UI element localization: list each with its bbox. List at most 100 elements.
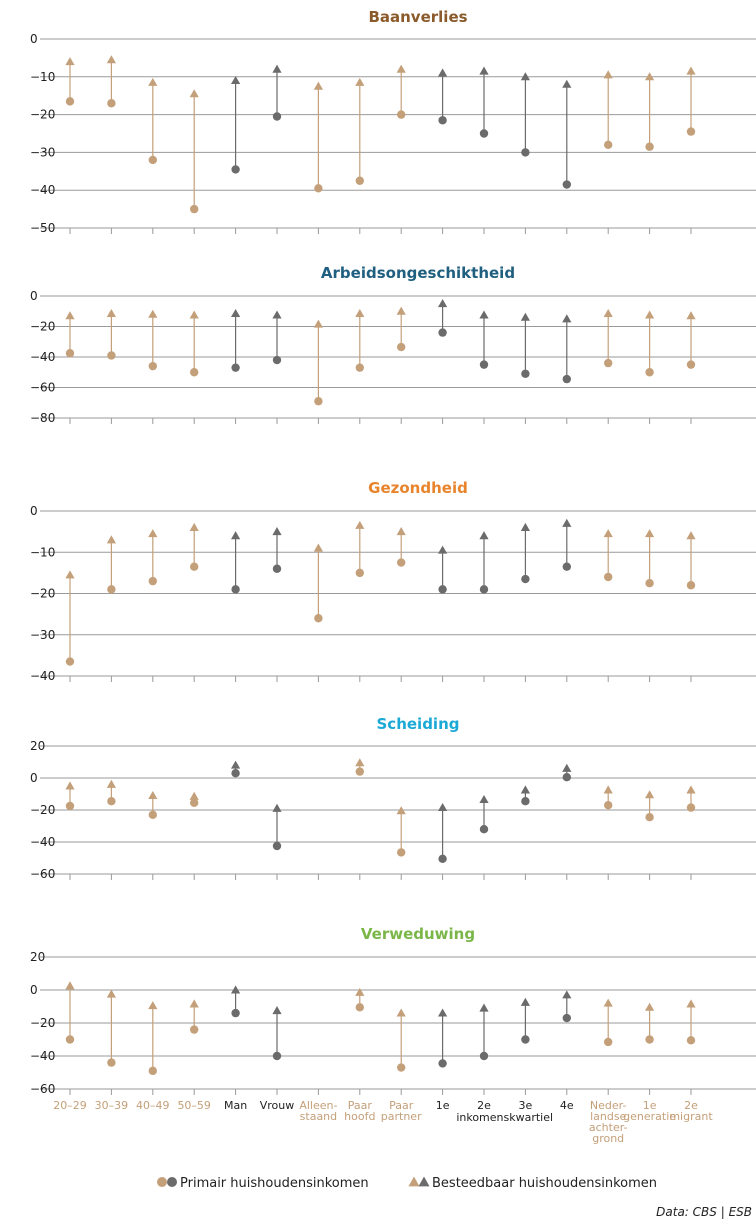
besteedbaar-point (231, 531, 241, 540)
besteedbaar-point (645, 310, 655, 319)
x-category-label: 1e (436, 1099, 450, 1112)
primair-point (107, 797, 116, 806)
primair-point (521, 369, 530, 378)
besteedbaar-point (686, 999, 696, 1008)
primair-point (272, 112, 282, 121)
y-tick-label: −50 (30, 221, 55, 235)
besteedbaar-point (65, 981, 75, 990)
primair-point (190, 1025, 199, 1034)
primair-point (397, 342, 406, 352)
y-tick-label: −20 (30, 587, 55, 601)
y-tick-label: 0 (30, 32, 38, 46)
besteedbaar-point (189, 522, 199, 531)
besteedbaar-point (479, 1003, 489, 1012)
primair-point (604, 140, 613, 150)
besteedbaar-point (355, 77, 365, 86)
besteedbaar-point (355, 758, 365, 767)
primair-point (355, 1003, 364, 1012)
primair-point (438, 116, 447, 125)
primair-point (562, 374, 571, 384)
primair-point (479, 1051, 489, 1061)
primair-point (107, 99, 116, 108)
besteedbaar-point (645, 72, 655, 81)
primair-point (355, 568, 364, 578)
primair-point (314, 614, 323, 623)
legend-label: Primair huishoudensinkomen (180, 1176, 369, 1191)
primair-point (190, 562, 199, 571)
primair-point (479, 360, 489, 369)
besteedbaar-point (65, 311, 75, 320)
y-tick-label: −10 (30, 545, 55, 559)
besteedbaar-point (148, 309, 158, 318)
besteedbaar-point (355, 520, 365, 529)
x-category-label: 40–49 (136, 1099, 170, 1112)
x-category-label: 2e (477, 1099, 491, 1112)
x-category-label: Alleen-staand (299, 1099, 337, 1123)
primair-point (65, 657, 75, 666)
primair-point (645, 578, 654, 588)
besteedbaar-point (603, 785, 613, 794)
y-tick-label: −30 (30, 628, 55, 642)
besteedbaar-point (396, 1008, 406, 1017)
y-tick-label: −60 (30, 1082, 55, 1096)
besteedbaar-point (396, 64, 406, 73)
primair-point (65, 97, 75, 106)
primair-point (397, 558, 406, 567)
primair-point (686, 360, 696, 369)
besteedbaar-point (396, 306, 406, 315)
besteedbaar-point (272, 310, 282, 319)
x-category-label: 1e generatie (623, 1099, 676, 1123)
y-tick-label: −40 (30, 183, 55, 197)
panel-title: Baanverlies (368, 8, 467, 26)
besteedbaar-point (65, 57, 75, 66)
besteedbaar-point (645, 529, 655, 538)
besteedbaar-point (396, 806, 406, 815)
y-tick-label: −20 (30, 108, 55, 122)
primair-point (562, 562, 571, 571)
primair-point (645, 813, 654, 822)
besteedbaar-point (520, 72, 530, 81)
group-label: inkomenskwartiel (456, 1111, 553, 1124)
primair-point (190, 368, 199, 377)
primair-point (521, 797, 530, 806)
y-tick-label: −20 (30, 320, 55, 334)
primair-point (148, 576, 157, 586)
besteedbaar-point (313, 543, 323, 552)
y-tick-label: 0 (30, 983, 38, 997)
y-tick-label: −40 (30, 350, 55, 364)
besteedbaar-point (272, 527, 282, 536)
y-tick-label: −10 (30, 70, 55, 84)
primair-point (355, 767, 364, 776)
x-category-label: Paar partner (381, 1099, 422, 1123)
besteedbaar-point (686, 785, 696, 794)
y-tick-label: −20 (30, 803, 55, 817)
primair-point (479, 585, 489, 594)
x-category-label: 4e (560, 1099, 574, 1112)
primair-point (148, 361, 157, 371)
y-tick-label: −20 (30, 1016, 55, 1030)
primair-point (604, 358, 613, 368)
primair-point (314, 397, 323, 406)
besteedbaar-point (520, 312, 530, 321)
besteedbaar-point (562, 763, 572, 772)
panel-gezondheid: Gezondheid 0 −10 −20 −30 −40 (30, 479, 756, 683)
primair-point (272, 564, 282, 573)
primair-point (272, 841, 282, 851)
besteedbaar-point (189, 310, 199, 319)
primair-point (645, 1035, 654, 1044)
legend-triangle-icon (408, 1176, 420, 1187)
y-tick-label: −40 (30, 1049, 55, 1063)
legend-label: Besteedbaar huishoudensinkomen (432, 1176, 657, 1191)
primair-point (438, 328, 447, 337)
panel-title: Verweduwing (361, 925, 475, 943)
besteedbaar-point (479, 795, 489, 804)
besteedbaar-point (479, 66, 489, 75)
besteedbaar-point (603, 998, 613, 1007)
primair-point (438, 585, 447, 594)
besteedbaar-point (396, 527, 406, 536)
y-tick-label: −30 (30, 145, 55, 159)
source-note: Data: CBS | ESB (656, 1205, 752, 1219)
y-tick-label: 0 (30, 289, 38, 303)
primair-point (397, 848, 406, 857)
besteedbaar-point (562, 79, 572, 88)
